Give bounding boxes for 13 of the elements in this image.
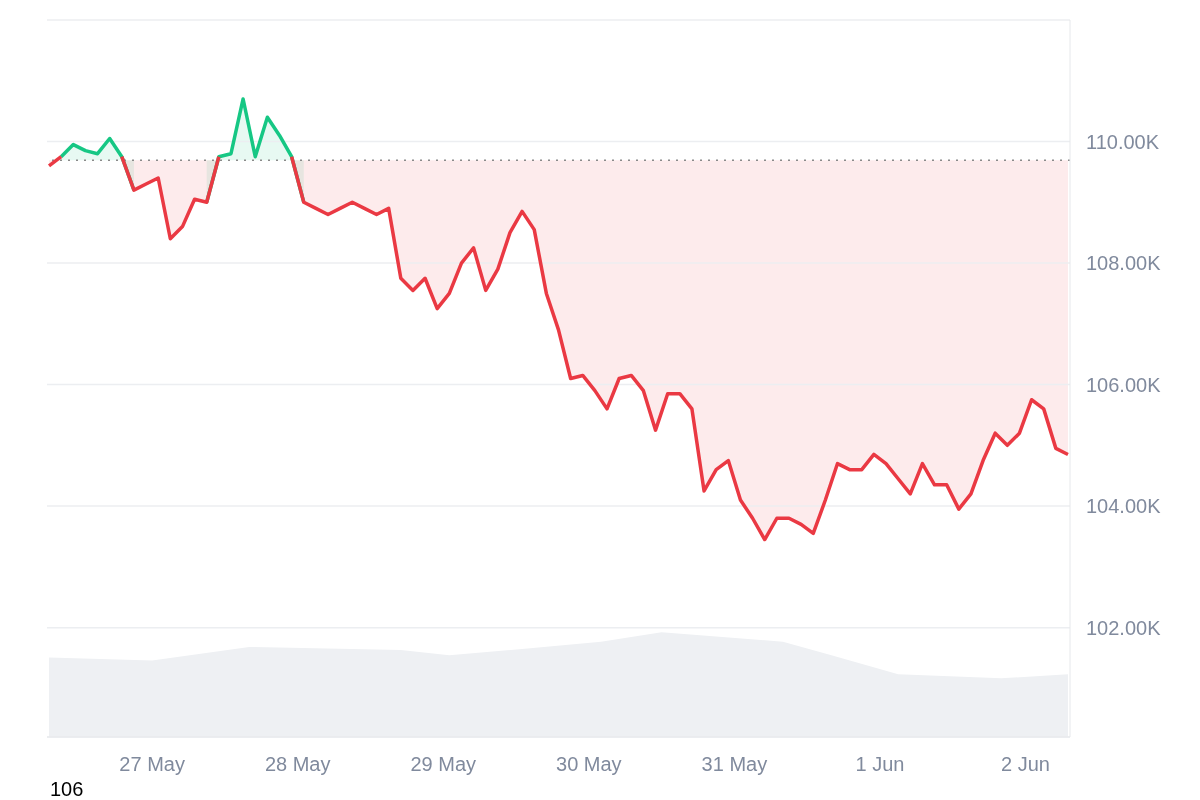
y-tick-label: 110.00K	[1086, 130, 1160, 153]
x-tick-label: 28 May	[264, 753, 331, 776]
text: 106	[50, 778, 84, 800]
y-tick-label: 102.00K	[1086, 616, 1162, 639]
x-tick-label: 30 May	[556, 753, 622, 776]
y-tick-label: 104.00K	[1086, 495, 1162, 518]
x-tick-label: 2 Jun	[1001, 753, 1050, 776]
x-tick-label: 27 May	[119, 753, 185, 776]
x-tick-label: 29 May	[410, 753, 477, 776]
x-tick-label: 31 May	[701, 753, 768, 776]
x-tick-label: 1 Jun	[855, 753, 905, 776]
y-tick-label: 108.00K	[1086, 252, 1162, 275]
y-tick-label: 106.00K	[1086, 373, 1162, 396]
